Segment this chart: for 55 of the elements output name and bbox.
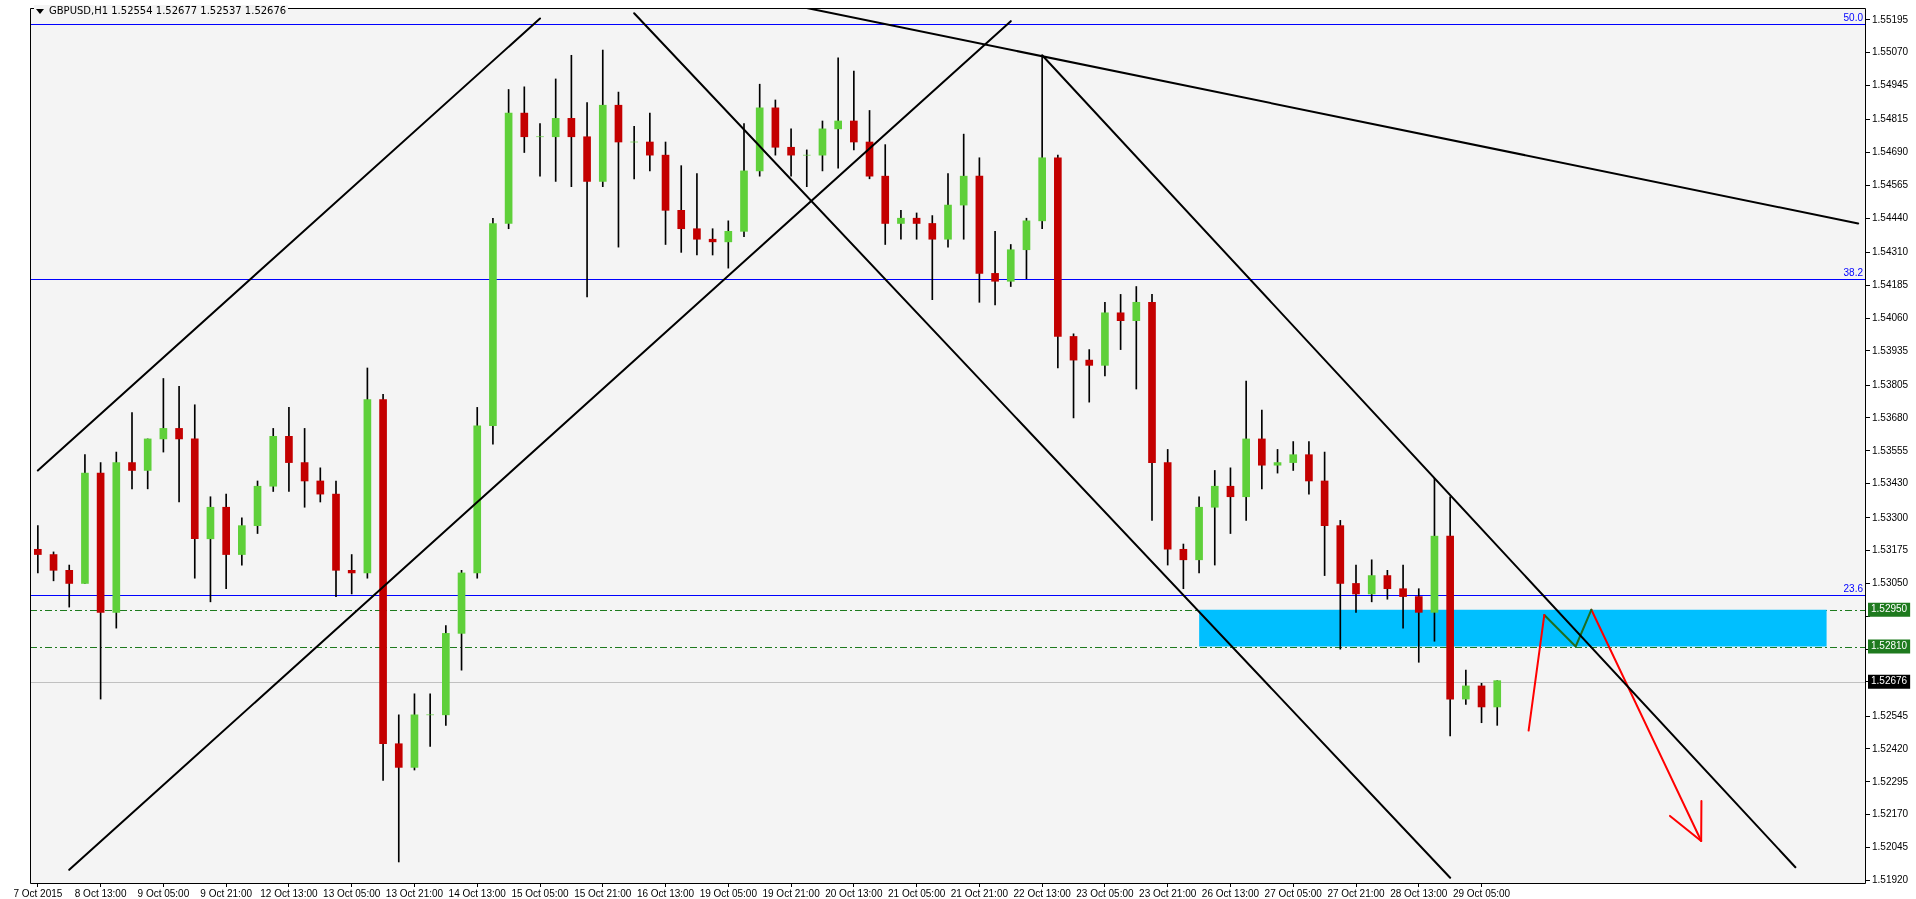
y-tick-label: 1.54690 [1872, 146, 1909, 158]
x-tick-label: 22 Oct 13:00 [1013, 887, 1072, 899]
ref-line-label: 1.52810 [1871, 640, 1908, 652]
y-tick-label: 1.55195 [1872, 13, 1909, 25]
y-tick-label: 1.52420 [1872, 742, 1909, 754]
y-tick-label: 1.53680 [1872, 411, 1909, 423]
y-tick-label: 1.53175 [1872, 544, 1909, 556]
y-tick-label: 1.53300 [1872, 511, 1909, 523]
x-tick-label: 26 Oct 13:00 [1201, 887, 1260, 899]
x-tick-label: 15 Oct 05:00 [511, 887, 570, 899]
y-tick-label: 1.52295 [1872, 775, 1909, 787]
y-tick-label: 1.54440 [1872, 211, 1909, 223]
x-tick-label: 21 Oct 21:00 [950, 887, 1009, 899]
x-tick-label: 7 Oct 2015 [13, 887, 63, 899]
x-tick-label: 19 Oct 21:00 [762, 887, 821, 899]
y-tick-label: 1.52170 [1872, 808, 1909, 820]
y-tick-label: 1.51920 [1872, 874, 1909, 886]
y-tick-label: 1.53805 [1872, 378, 1909, 390]
x-tick-label: 27 Oct 21:00 [1327, 887, 1386, 899]
y-tick-label: 1.54310 [1872, 246, 1909, 258]
y-tick-label: 1.53555 [1872, 444, 1909, 456]
annotation: 50.0 [1843, 12, 1864, 24]
y-tick-label: 1.54060 [1872, 311, 1909, 323]
x-tick-label: 19 Oct 05:00 [699, 887, 758, 899]
x-tick-label: 9 Oct 05:00 [137, 887, 190, 899]
x-tick-label: 27 Oct 05:00 [1264, 887, 1323, 899]
annotation: 38.2 [1843, 267, 1864, 279]
y-tick-label: 1.54945 [1872, 79, 1909, 91]
y-tick-label: 1.53050 [1872, 577, 1909, 589]
y-tick-label: 1.52545 [1872, 709, 1909, 721]
y-tick-label: 1.54185 [1872, 278, 1909, 290]
x-tick-label: 12 Oct 13:00 [260, 887, 318, 899]
y-tick-label: 1.54565 [1872, 179, 1909, 191]
y-tick-label: 1.55070 [1872, 46, 1909, 58]
x-tick-label: 29 Oct 05:00 [1452, 887, 1511, 899]
y-tick-label: 1.54815 [1872, 113, 1909, 125]
y-tick-label: 1.53935 [1872, 344, 1909, 356]
ref-line-label: 1.52676 [1871, 675, 1908, 687]
x-tick-label: 8 Oct 13:00 [74, 887, 127, 899]
x-tick-label: 21 Oct 05:00 [887, 887, 946, 899]
x-tick-label: 16 Oct 13:00 [636, 887, 695, 899]
x-tick-label: 9 Oct 21:00 [200, 887, 253, 899]
x-tick-label: 14 Oct 13:00 [448, 887, 507, 899]
y-tick-label: 1.53430 [1872, 477, 1909, 489]
x-tick-label: 13 Oct 21:00 [385, 887, 444, 899]
y-tick-label: 1.52045 [1872, 841, 1909, 853]
ref-line-label: 1.52950 [1871, 603, 1908, 615]
x-tick-label: 20 Oct 13:00 [825, 887, 883, 899]
x-tick-label: 15 Oct 21:00 [574, 887, 632, 899]
x-tick-label: 13 Oct 05:00 [323, 887, 381, 899]
chart-title: GBPUSD,H1 1.52554 1.52677 1.52537 1.52676 [49, 5, 287, 17]
x-tick-label: 23 Oct 05:00 [1076, 887, 1134, 899]
annotation: 23.6 [1843, 583, 1864, 595]
x-tick-label: 23 Oct 21:00 [1139, 887, 1197, 899]
x-tick-label: 28 Oct 13:00 [1390, 887, 1448, 899]
